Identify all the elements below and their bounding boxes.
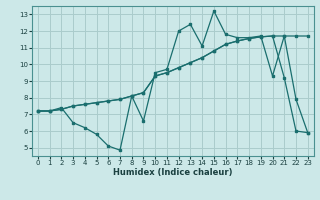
X-axis label: Humidex (Indice chaleur): Humidex (Indice chaleur) (113, 168, 233, 177)
